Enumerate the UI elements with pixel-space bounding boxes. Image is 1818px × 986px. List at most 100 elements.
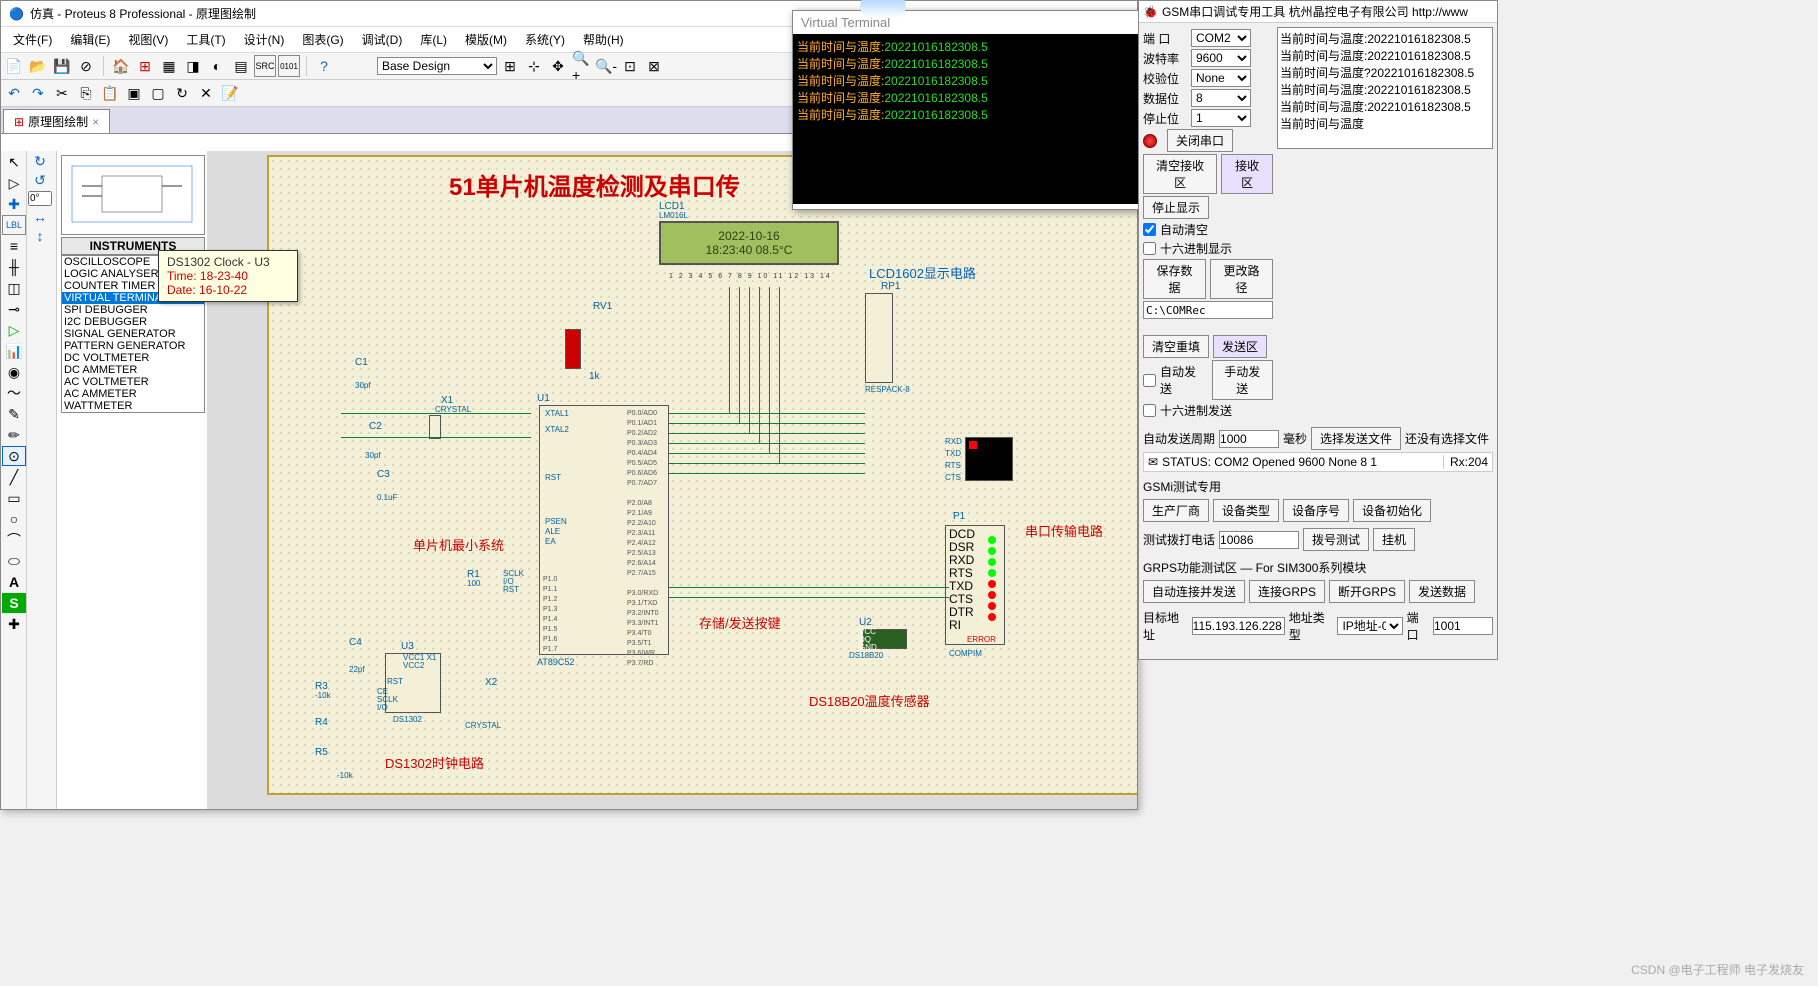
auto-period-input[interactable] [1219,430,1279,448]
instrument-item[interactable]: I2C DEBUGGER [62,316,204,328]
open-icon[interactable]: 📂 [27,55,49,77]
instrument-item[interactable]: AC AMMETER [62,388,204,400]
generator-icon[interactable]: 〜 [2,383,26,403]
menu-library[interactable]: 库(L) [412,29,455,50]
block-copy-icon[interactable]: ▣ [123,82,145,104]
data-select[interactable]: 8 [1191,89,1251,107]
manual-send-button[interactable]: 手动发送 [1212,360,1274,400]
conn-gprs-button[interactable]: 连接GRPS [1249,580,1325,603]
tab-close-icon[interactable]: × [92,115,99,129]
help-icon[interactable]: ? [313,55,335,77]
schematic-icon[interactable]: ⊞ [134,55,156,77]
instrument-item[interactable]: DC AMMETER [62,364,204,376]
bus-icon[interactable]: ╫ [2,257,26,277]
pick-icon[interactable]: 📝 [219,82,241,104]
menu-help[interactable]: 帮助(H) [575,29,632,50]
virtual-terminal-window[interactable]: Virtual Terminal 当前时间与温度:20221016182308.… [792,10,1142,210]
port2-input[interactable] [1433,617,1493,635]
devinit-button[interactable]: 设备初始化 [1353,499,1431,522]
instrument-item[interactable]: DC VOLTMETER [62,352,204,364]
dial-input[interactable] [1219,531,1299,549]
menu-tools[interactable]: 工具(T) [178,29,233,50]
bom-icon[interactable]: ▤ [230,55,252,77]
addr-type-select[interactable]: IP地址-0 [1337,617,1402,635]
instrument-item[interactable]: WATTMETER [62,400,204,412]
disc-gprs-button[interactable]: 断开GRPS [1329,580,1405,603]
src-icon[interactable]: SRC [254,55,276,77]
clear-tx-button[interactable]: 清空重填 [1143,335,1209,358]
tape-icon[interactable]: ◉ [2,362,26,382]
graph-icon[interactable]: 📊 [2,341,26,361]
flip-v-icon[interactable]: ↕ [28,227,52,245]
tab-schematic[interactable]: ⊞ 原理图绘制 × [3,109,110,133]
angle-input[interactable] [28,191,52,206]
instrument-item[interactable]: SPI DEBUGGER [62,304,204,316]
menu-view[interactable]: 视图(V) [120,29,176,50]
rot-cw-icon[interactable]: ↻ [28,152,52,170]
paste-icon[interactable]: 📋 [99,82,121,104]
pcb-icon[interactable]: ▦ [158,55,180,77]
hangup-button[interactable]: 挂机 [1373,528,1415,551]
marker-icon[interactable]: ✚ [2,614,26,634]
stop-select[interactable]: 1 [1191,109,1251,127]
pointer-icon[interactable]: ↖ [2,152,26,172]
gerber-icon[interactable]: ◐ [206,55,228,77]
text-icon[interactable]: ≡ [2,236,26,256]
instrument-item[interactable]: SIGNAL GENERATOR [62,328,204,340]
symbol-icon[interactable]: S [2,593,26,613]
menu-system[interactable]: 系统(Y) [517,29,573,50]
zoom-out-icon[interactable]: 🔍- [595,55,617,77]
3d-icon[interactable]: ◨ [182,55,204,77]
rx-textarea[interactable]: 当前时间与温度:20221016182308.5当前时间与温度:20221016… [1277,27,1493,149]
block-move-icon[interactable]: ▢ [147,82,169,104]
save-icon[interactable]: 💾 [51,55,73,77]
bits-icon[interactable]: 0101 [278,55,300,77]
zoom-area-icon[interactable]: ⊠ [643,55,665,77]
grid-icon[interactable]: ⊞ [499,55,521,77]
line-icon[interactable]: ╱ [2,467,26,487]
change-path-button[interactable]: 更改路径 [1210,259,1273,299]
zoom-fit-icon[interactable]: ⊡ [619,55,641,77]
send-data-button[interactable]: 发送数据 [1409,580,1475,603]
path-icon[interactable]: ⬭ [2,551,26,571]
close-port-button[interactable]: 关闭串口 [1167,129,1233,152]
menu-chart[interactable]: 图表(G) [294,29,351,50]
save-data-button[interactable]: 保存数据 [1143,259,1206,299]
junction-icon[interactable]: ✚ [2,194,26,214]
instrument-item[interactable]: AC VOLTMETER [62,376,204,388]
menu-template[interactable]: 模版(M) [457,29,515,50]
menu-edit[interactable]: 编辑(E) [62,29,118,50]
subcircuit-icon[interactable]: ◫ [2,278,26,298]
dial-test-button[interactable]: 拨号测试 [1303,528,1369,551]
component-icon[interactable]: ▷ [2,173,26,193]
tx-area-button[interactable]: 发送区 [1213,335,1267,358]
rx-area-button[interactable]: 接收区 [1221,154,1273,194]
circle-icon[interactable]: ○ [2,509,26,529]
baud-select[interactable]: 9600 [1191,49,1251,67]
probe-v-icon[interactable]: ✎ [2,404,26,424]
copy-icon[interactable]: ⎘ [75,82,97,104]
menu-file[interactable]: 文件(F) [5,29,60,50]
new-icon[interactable]: 📄 [3,55,25,77]
label-icon[interactable]: LBL [2,215,26,235]
arc-icon[interactable]: ⌒ [2,530,26,550]
pin-icon[interactable]: ▷ [2,320,26,340]
target-input[interactable] [1192,617,1285,635]
devsn-button[interactable]: 设备序号 [1283,499,1349,522]
hex-disp-checkbox[interactable] [1143,242,1156,255]
vendor-button[interactable]: 生产厂商 [1143,499,1209,522]
parity-select[interactable]: None [1191,69,1251,87]
box-icon[interactable]: ▭ [2,488,26,508]
block-delete-icon[interactable]: ✕ [195,82,217,104]
terminal-icon[interactable]: ⊸ [2,299,26,319]
schematic-canvas[interactable]: 51单片机温度检测及串口传 LCD1 LM016L 2022-10-16 18:… [207,151,1137,809]
text-a-icon[interactable]: A [2,572,26,592]
block-rotate-icon[interactable]: ↻ [171,82,193,104]
menu-design[interactable]: 设计(N) [236,29,293,50]
origin-icon[interactable]: ⊹ [523,55,545,77]
auto-clear-checkbox[interactable] [1143,223,1156,236]
instrument-icon[interactable]: ⊙ [2,446,26,466]
zoom-in-icon[interactable]: 🔍+ [571,55,593,77]
auto-conn-button[interactable]: 自动连接并发送 [1143,580,1245,603]
redo-icon[interactable]: ↷ [27,82,49,104]
